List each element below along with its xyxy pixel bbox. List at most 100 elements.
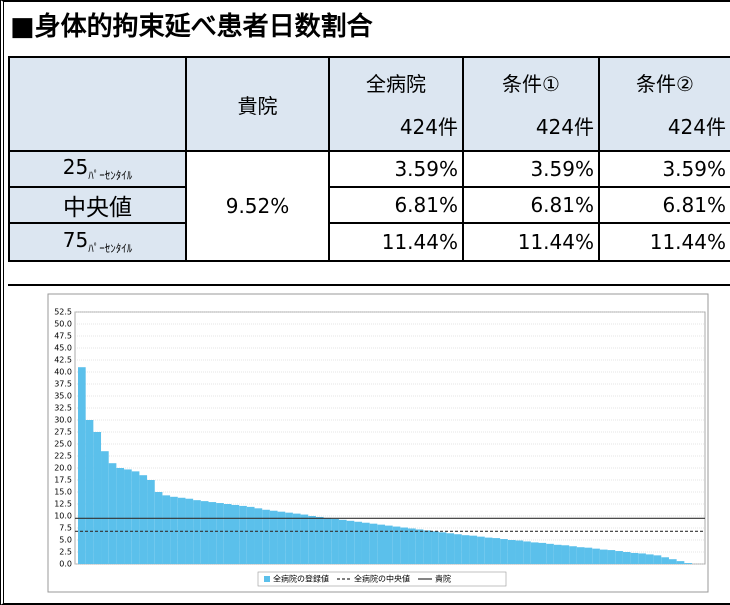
bar xyxy=(515,540,524,564)
bar xyxy=(116,468,125,564)
bar xyxy=(170,496,178,564)
bar xyxy=(269,510,278,564)
bar xyxy=(323,517,332,564)
bar xyxy=(484,537,493,564)
bar xyxy=(523,541,531,564)
bar xyxy=(147,480,155,564)
y-tick-label: 12.5 xyxy=(54,500,72,509)
y-tick-label: 2.5 xyxy=(59,548,72,557)
bar xyxy=(139,475,148,564)
y-tick-label: 27.5 xyxy=(54,428,72,437)
row-label: 75ﾊﾟｰｾﾝﾀｲﾙ xyxy=(8,222,187,262)
y-tick-label: 15.0 xyxy=(54,488,72,497)
bar xyxy=(561,545,570,564)
bar xyxy=(200,501,209,564)
legend-box xyxy=(257,571,507,587)
bar xyxy=(538,542,547,564)
bar xyxy=(93,432,102,564)
group-header: 条件② 424件 xyxy=(598,56,730,152)
bar xyxy=(239,505,247,564)
own-value: 9.52% xyxy=(185,150,330,262)
bar xyxy=(630,552,639,564)
value-cell: 11.44% xyxy=(598,222,730,262)
bar xyxy=(369,523,378,564)
bar xyxy=(277,511,286,564)
bar xyxy=(254,508,263,564)
title: ■身体的拘束延べ患者日数割合 xyxy=(10,12,373,42)
group-header: 全病院 424件 xyxy=(328,56,464,152)
y-tick-label: 30.0 xyxy=(54,416,72,425)
y-tick-label: 7.5 xyxy=(59,524,72,533)
chart: 0.0 2.5 5.0 7.5 10.0 12.5 15.0 17.5 20.0 22.5 25.0… xyxy=(47,293,709,593)
bar xyxy=(338,519,347,564)
bar xyxy=(607,550,616,564)
bar xyxy=(645,554,654,564)
bar xyxy=(354,521,362,564)
bar xyxy=(684,563,692,564)
bar xyxy=(162,495,171,564)
bar xyxy=(446,533,455,564)
bar xyxy=(101,451,109,564)
bar xyxy=(300,514,309,564)
value-cell: 3.59% xyxy=(328,150,464,188)
bar xyxy=(154,492,163,564)
bar xyxy=(431,531,439,564)
value-cell: 3.59% xyxy=(462,150,600,188)
y-tick-label: 17.5 xyxy=(54,476,72,485)
bar xyxy=(530,542,539,564)
legend-label: 全病院の中央値 xyxy=(354,574,410,584)
bar xyxy=(346,520,355,564)
bar xyxy=(385,525,393,564)
bar xyxy=(438,532,447,564)
bar xyxy=(400,527,409,564)
row-label-main: 25 xyxy=(62,155,89,179)
bar xyxy=(361,522,370,564)
bar xyxy=(553,544,562,564)
bar xyxy=(454,534,462,564)
group-name: 条件① xyxy=(502,72,560,96)
bar xyxy=(216,503,224,564)
bar xyxy=(377,524,385,564)
bar xyxy=(507,540,516,564)
bar xyxy=(408,528,416,564)
bar xyxy=(292,513,301,564)
row-label: 25ﾊﾟｰｾﾝﾀｲﾙ xyxy=(8,150,187,188)
bar xyxy=(492,538,501,564)
bar xyxy=(592,548,600,564)
group-count: 424件 xyxy=(535,115,594,139)
bar xyxy=(661,557,669,564)
bar xyxy=(477,536,485,564)
y-tick-label: 10.0 xyxy=(54,512,72,521)
bar xyxy=(546,543,554,564)
legend-label: 貴院 xyxy=(435,574,451,584)
group-count: 424件 xyxy=(667,115,726,139)
bar xyxy=(331,518,339,564)
y-tick-label: 42.5 xyxy=(54,356,72,365)
legend-label: 全病院の登録値 xyxy=(273,574,329,584)
value-cell: 6.81% xyxy=(598,186,730,224)
y-tick-label: 35.0 xyxy=(54,392,72,401)
bar xyxy=(392,526,401,564)
bar xyxy=(676,561,685,564)
bar xyxy=(308,516,316,564)
bar xyxy=(622,552,631,564)
corner-cell xyxy=(8,56,187,152)
bar xyxy=(599,549,608,564)
row-label-main: 75 xyxy=(62,228,89,252)
bar xyxy=(246,506,255,564)
bar xyxy=(576,547,585,564)
y-tick-label: 22.5 xyxy=(54,452,72,461)
bar xyxy=(78,367,86,564)
stats-table: 貴院 全病院 424件 条件① 424件 条件② 424件 25ﾊﾟｰｾﾝﾀｲﾙ 9.… xyxy=(8,56,730,262)
value-cell: 6.81% xyxy=(328,186,464,224)
bar xyxy=(415,529,424,564)
y-tick-label: 25.0 xyxy=(54,440,72,449)
y-tick-label: 5.0 xyxy=(59,536,72,545)
value-cell: 11.44% xyxy=(462,222,600,262)
y-tick-label: 50.0 xyxy=(54,320,72,329)
bar xyxy=(461,535,470,564)
bar xyxy=(584,547,593,564)
y-tick-label: 37.5 xyxy=(54,380,72,389)
y-tick-label: 20.0 xyxy=(54,464,72,473)
